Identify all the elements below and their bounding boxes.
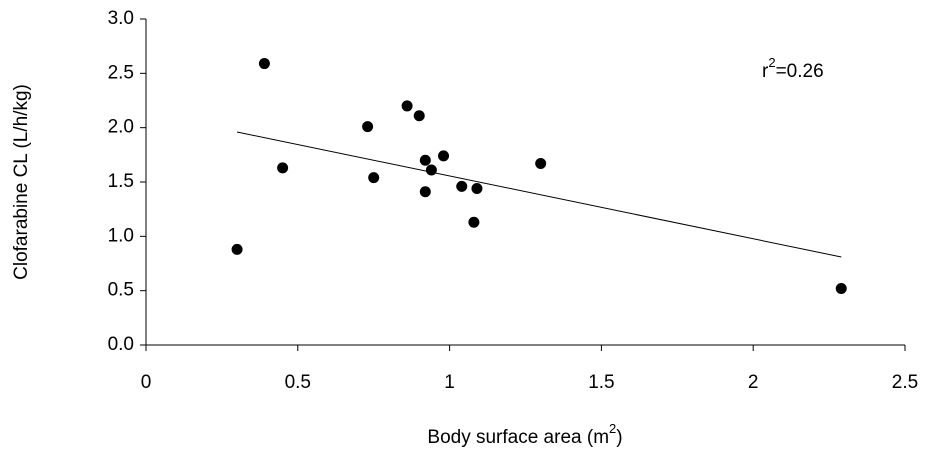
y-tick-label: 1.5 — [108, 171, 134, 192]
point — [468, 216, 480, 228]
point — [456, 180, 468, 192]
x-tick-label: 1.5 — [588, 372, 614, 393]
point — [362, 121, 374, 133]
point — [231, 243, 243, 255]
y-axis-label: Clofarabine CL (L/h/kg) — [11, 84, 32, 280]
point — [368, 172, 380, 184]
y-tick-label: 0.0 — [108, 334, 134, 355]
annotation: r2=0.26 — [762, 55, 824, 82]
x-tick-label: 1 — [444, 372, 455, 393]
annotation-text: =0.26 — [776, 61, 824, 82]
point — [438, 150, 450, 162]
y-tick-label: 2.5 — [108, 62, 134, 83]
point — [277, 162, 289, 174]
trend-line — [236, 131, 842, 258]
point — [419, 186, 431, 198]
annotation-sup: 2 — [768, 55, 775, 70]
y-tick-label: 0.5 — [108, 280, 134, 301]
y-tick-label: 3.0 — [108, 8, 134, 29]
x-axis-label-text: ) — [616, 427, 622, 448]
y-tick-label: 2.0 — [108, 117, 134, 138]
y-tick-label: 1.0 — [108, 225, 134, 246]
point — [401, 100, 413, 112]
x-axis-label-text: Body surface area (m — [427, 427, 609, 448]
point — [425, 164, 437, 176]
x-axis-label-sup: 2 — [609, 421, 616, 436]
x-tick-label: 0.5 — [285, 372, 311, 393]
point — [471, 183, 483, 195]
point — [413, 110, 425, 122]
point — [835, 282, 847, 294]
x-tick-label: 0 — [141, 372, 152, 393]
point — [258, 58, 270, 70]
x-tick-label: 2.5 — [892, 372, 918, 393]
point — [535, 158, 547, 170]
annotation-text: r — [762, 61, 769, 82]
point — [419, 154, 431, 166]
x-tick-label: 2 — [748, 372, 759, 393]
x-axis-label: Body surface area (m2) — [427, 421, 622, 448]
